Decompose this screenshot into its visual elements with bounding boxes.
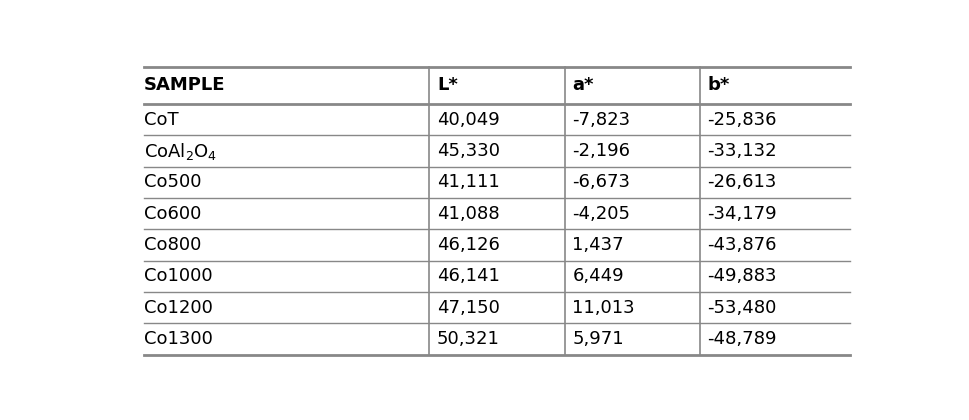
Text: 1,437: 1,437 [572,236,623,254]
Text: CoT: CoT [143,111,178,129]
Text: 45,330: 45,330 [436,142,499,160]
Text: Co500: Co500 [143,173,202,192]
Text: -26,613: -26,613 [706,173,776,192]
Text: -48,789: -48,789 [706,330,776,348]
Text: -7,823: -7,823 [572,111,630,129]
Text: b*: b* [706,76,730,94]
Text: Co1300: Co1300 [143,330,212,348]
Text: Co1200: Co1200 [143,299,212,317]
Text: SAMPLE: SAMPLE [143,76,225,94]
Text: 11,013: 11,013 [572,299,635,317]
Text: -49,883: -49,883 [706,268,776,286]
Text: Co600: Co600 [143,205,201,223]
Text: -53,480: -53,480 [706,299,776,317]
Text: CoAl$_2$O$_4$: CoAl$_2$O$_4$ [143,141,217,162]
Text: 41,088: 41,088 [436,205,499,223]
Text: -33,132: -33,132 [706,142,776,160]
Text: -6,673: -6,673 [572,173,630,192]
Text: 46,126: 46,126 [436,236,499,254]
Text: -25,836: -25,836 [706,111,776,129]
Text: L*: L* [436,76,457,94]
Text: -4,205: -4,205 [572,205,630,223]
Text: Co800: Co800 [143,236,201,254]
Text: 46,141: 46,141 [436,268,499,286]
Text: 41,111: 41,111 [436,173,499,192]
Text: -43,876: -43,876 [706,236,776,254]
Text: 5,971: 5,971 [572,330,623,348]
Text: 6,449: 6,449 [572,268,623,286]
Text: a*: a* [572,76,593,94]
Text: Co1000: Co1000 [143,268,212,286]
Text: 40,049: 40,049 [436,111,499,129]
Text: 47,150: 47,150 [436,299,499,317]
Text: -2,196: -2,196 [572,142,630,160]
Text: 50,321: 50,321 [436,330,499,348]
Text: -34,179: -34,179 [706,205,776,223]
